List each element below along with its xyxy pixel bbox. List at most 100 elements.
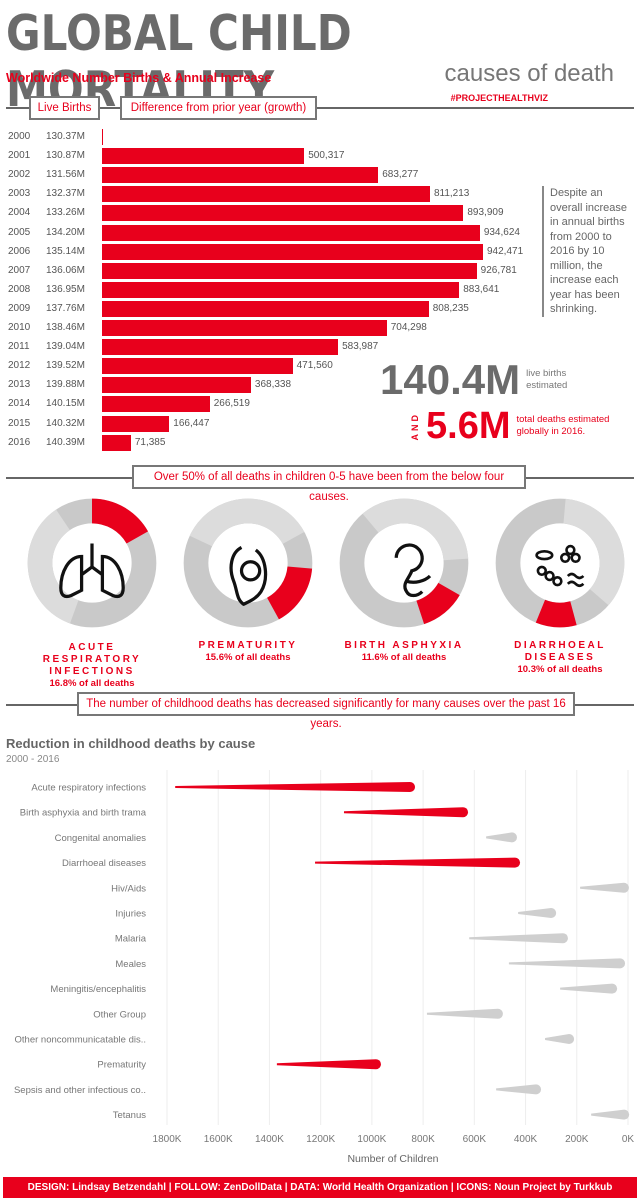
donut-chart xyxy=(183,498,313,628)
births-section-title: Worldwide Number Births & Annual Increas… xyxy=(6,71,272,85)
live-births-value: 140.32M xyxy=(46,417,85,429)
footer-credits: DESIGN: Lindsay Betzendahl | FOLLOW: Zen… xyxy=(3,1177,637,1198)
divider xyxy=(6,107,634,109)
live-births-value: 137.76M xyxy=(46,302,85,314)
cause-label: Diarrhoeal diseases xyxy=(62,858,146,869)
tick-label: 1400K xyxy=(255,1134,284,1145)
reduction-mark xyxy=(591,1109,630,1120)
bar-row: 2014 140.15M 266,519 xyxy=(0,395,540,414)
tick-label: 800K xyxy=(411,1134,435,1145)
growth-value: 583,987 xyxy=(342,341,379,353)
tick-label: 600K xyxy=(463,1134,487,1145)
hashtag: #PROJECTHEALTHVIZ xyxy=(450,93,548,103)
growth-value: 926,781 xyxy=(480,264,517,276)
big-deaths-label: total deaths estimated globally in 2016. xyxy=(516,414,610,437)
bar-row: 2008 136.95M 883,641 xyxy=(0,281,540,300)
reduction-chart-subtitle: 2000 - 2016 xyxy=(6,754,60,765)
growth-bar xyxy=(102,262,477,279)
cause-name: BIRTH ASPHYXIA xyxy=(344,640,464,651)
growth-value: 934,624 xyxy=(483,226,520,238)
tick-label: 1600K xyxy=(204,1134,233,1145)
year-label: 2012 xyxy=(8,360,31,372)
cause-label: Prematurity xyxy=(97,1060,146,1071)
bar-row: 2002 131.56M 683,277 xyxy=(0,166,540,185)
cause-name: DIARRHOEAL DISEASES xyxy=(514,640,606,663)
bar-row: 2016 140.39M 71,385 xyxy=(0,434,540,453)
cause-label: Sepsis and other infectious co.. xyxy=(14,1085,146,1096)
reduction-banner: The number of childhood deaths has decre… xyxy=(77,692,575,730)
live-births-value: 139.04M xyxy=(46,341,85,353)
year-label: 2016 xyxy=(8,436,31,448)
cause-percent: 10.3% of all deaths xyxy=(517,664,603,675)
tick-label: 1200K xyxy=(306,1134,335,1145)
reduction-mark xyxy=(486,832,517,843)
bar-row: 2004 133.26M 893,909 xyxy=(0,204,540,223)
cause-percent: 11.6% of all deaths xyxy=(361,652,447,663)
growth-bar xyxy=(102,396,210,413)
cause-label: PREMATURITY 15.6% of all deaths xyxy=(173,640,323,664)
year-label: 2000 xyxy=(8,131,31,142)
live-births-value: 136.95M xyxy=(46,283,85,295)
live-births-value: 130.87M xyxy=(46,150,85,162)
cause-label: ACUTE RESPIRATORY INFECTIONS 16.8% of all… xyxy=(17,642,167,690)
donut-slice xyxy=(27,498,157,628)
live-births-value: 131.56M xyxy=(46,169,85,181)
live-births-value: 140.15M xyxy=(46,398,85,410)
bar-row: 2001 130.87M 500,317 xyxy=(0,147,540,166)
year-label: 2014 xyxy=(8,398,31,410)
growth-bar xyxy=(102,358,293,375)
big-births-label: live births estimated xyxy=(526,368,568,391)
big-births-number: 140.4M xyxy=(380,356,521,403)
growth-value: 500,317 xyxy=(308,150,345,162)
growth-value: 893,909 xyxy=(467,207,504,219)
growth-value: 883,641 xyxy=(463,283,500,295)
growth-value: 266,519 xyxy=(213,398,250,410)
donut-chart xyxy=(495,498,625,628)
growth-bar xyxy=(102,434,131,451)
growth-bar xyxy=(102,320,387,336)
growth-bar xyxy=(102,377,251,394)
bar-row: 2015 140.32M 166,447 xyxy=(0,415,540,434)
bar-row: 2003 132.37M 811,213 xyxy=(0,185,540,204)
donut-slice xyxy=(183,498,313,628)
donut-segment xyxy=(27,498,157,628)
reduction-mark xyxy=(175,782,416,792)
live-births-value: 139.52M xyxy=(46,360,85,372)
cause-name: PREMATURITY xyxy=(198,640,298,651)
difference-header: Difference from prior year (growth) xyxy=(120,96,317,120)
tick-label: 200K xyxy=(565,1134,589,1145)
growth-bar xyxy=(102,415,170,432)
births-summary: 140.4M live births estimated xyxy=(380,356,586,404)
reduction-mark xyxy=(315,857,521,868)
live-births-value: 136.06M xyxy=(46,264,85,276)
cause-label: Meningitis/encephalitis xyxy=(50,984,146,995)
growth-bar xyxy=(102,148,305,165)
live-births-value: 132.37M xyxy=(46,188,85,200)
year-label: 2001 xyxy=(8,150,31,162)
donut-chart xyxy=(339,498,469,628)
year-label: 2004 xyxy=(8,207,31,219)
bar-row: 2009 137.76M 808,235 xyxy=(0,300,540,319)
cause-label: Injuries xyxy=(115,909,146,920)
year-label: 2007 xyxy=(8,264,31,276)
growth-bar xyxy=(102,339,339,356)
reduction-mark xyxy=(469,933,568,944)
live-births-value: 139.88M xyxy=(46,379,85,391)
growth-value: 166,447 xyxy=(173,417,210,429)
reduction-chart: 1800K 1600K 1400K 1200K 1000K 800K 600K 400K 200… xyxy=(14,770,634,1165)
live-births-value: 130.37M xyxy=(46,131,85,142)
reduction-mark xyxy=(560,983,618,994)
cause-name: ACUTE RESPIRATORY INFECTIONS xyxy=(42,642,142,677)
growth-value: 71,385 xyxy=(134,436,166,448)
reduction-mark xyxy=(276,1059,381,1070)
live-births-value: 138.46M xyxy=(46,322,85,333)
cause-label: Hiv/Aids xyxy=(111,883,146,894)
reduction-mark xyxy=(343,807,469,818)
page-subtitle: causes of death xyxy=(444,60,614,87)
cause-label: DIARRHOEAL DISEASES 10.3% of all deaths xyxy=(485,640,635,676)
cause-label: Congenital anomalies xyxy=(55,833,147,844)
live-births-value: 140.39M xyxy=(46,436,85,448)
cause-label: Malaria xyxy=(115,934,147,945)
reduction-chart-title: Reduction in childhood deaths by cause xyxy=(6,736,256,751)
bar-row: 2012 139.52M 471,560 xyxy=(0,357,540,376)
